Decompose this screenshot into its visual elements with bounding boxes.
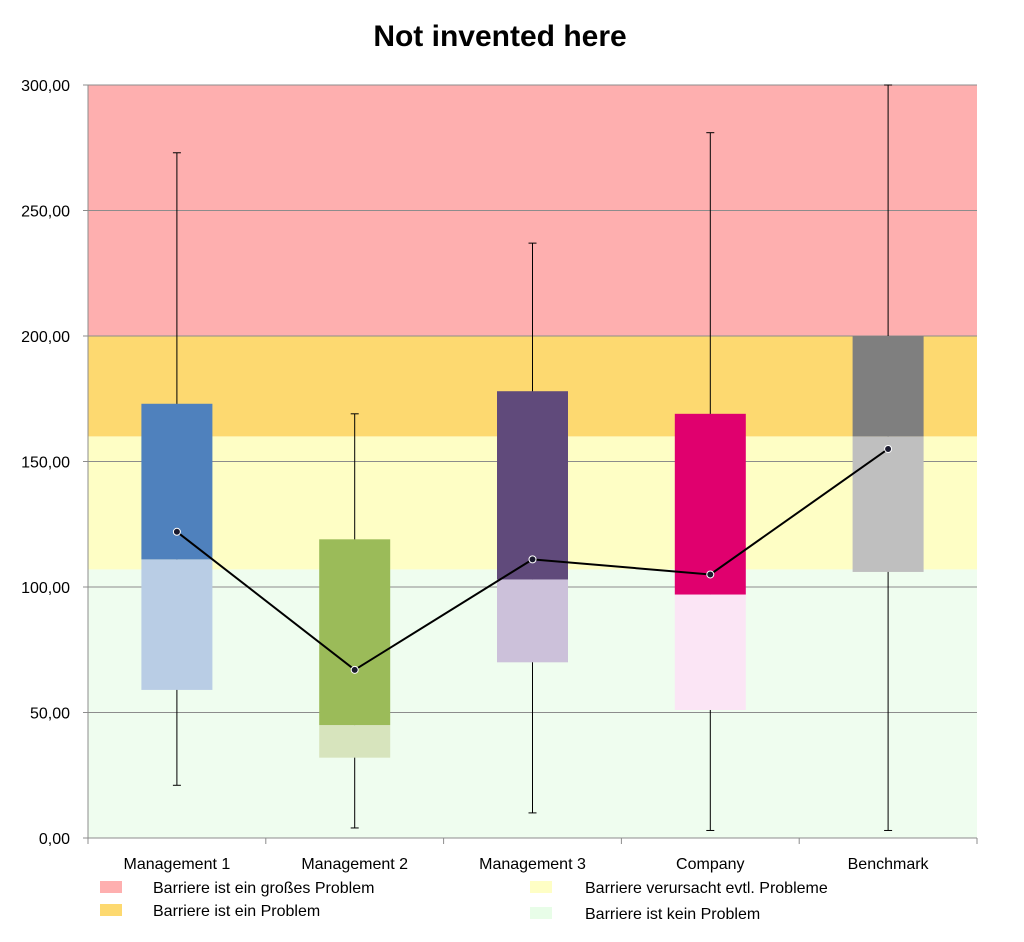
legend-swatch-1: [530, 881, 552, 893]
y-tick-label: 150,00: [21, 455, 70, 472]
legend-swatch-2: [100, 904, 122, 916]
category-label: Management 2: [301, 856, 408, 873]
legend-label-3: Barriere ist kein Problem: [585, 906, 760, 923]
y-tick-label: 100,00: [21, 580, 70, 597]
chart-title: Not invented here: [373, 20, 627, 53]
y-tick-label: 300,00: [21, 78, 70, 95]
mean-point-2: [528, 555, 537, 564]
axis-labels: 0,00 50,00 100,00 150,00 200,00 250,00 300,00 M…: [21, 78, 929, 873]
legend-swatch-3: [530, 907, 552, 919]
legend: Barriere ist ein großes Problem Barriere …: [100, 880, 828, 923]
mean-point-0: [172, 527, 181, 536]
legend-swatch-0: [100, 881, 122, 893]
box-lower-1: [319, 725, 391, 758]
mean-line-layer: [172, 444, 893, 674]
boxes: [141, 336, 924, 758]
category-label: Company: [676, 856, 744, 873]
y-tick-label: 50,00: [30, 706, 70, 723]
box-upper-1: [319, 539, 391, 726]
box-upper-0: [141, 403, 213, 560]
category-label: Benchmark: [848, 856, 930, 873]
category-label: Management 1: [124, 856, 231, 873]
box-lower-0: [141, 559, 213, 690]
y-tick-label: 250,00: [21, 204, 70, 221]
box-lower-2: [497, 579, 568, 663]
y-tick-label: 0,00: [39, 831, 70, 848]
box-lower-3: [674, 594, 746, 710]
legend-label-0: Barriere ist ein großes Problem: [153, 880, 374, 897]
mean-point-1: [350, 665, 359, 674]
category-label: Management 3: [479, 856, 586, 873]
axes: [83, 84, 978, 844]
mean-point-3: [706, 570, 715, 579]
box-upper-3: [674, 413, 746, 595]
legend-label-2: Barriere ist ein Problem: [153, 903, 320, 920]
box-upper-4: [852, 336, 924, 437]
box-lower-4: [852, 436, 924, 572]
mean-point-4: [884, 444, 893, 453]
box-upper-2: [497, 391, 568, 580]
y-tick-label: 200,00: [21, 329, 70, 346]
legend-label-1: Barriere verursacht evtl. Probleme: [585, 880, 828, 897]
